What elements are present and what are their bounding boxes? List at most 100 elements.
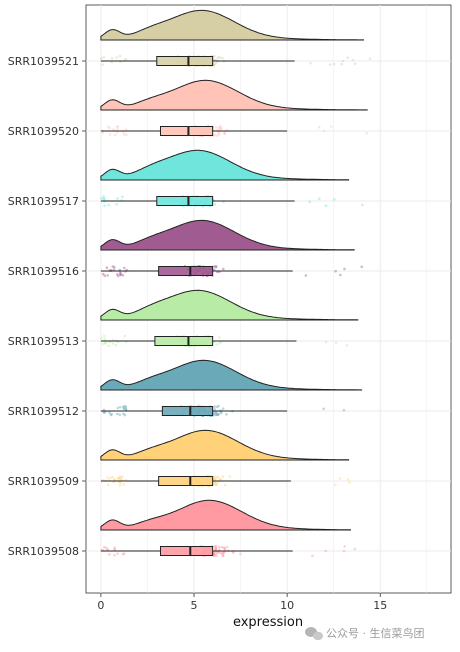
data-point [119, 477, 122, 480]
data-point [214, 483, 218, 487]
data-point [308, 200, 312, 203]
data-point [361, 203, 364, 207]
data-point [212, 412, 216, 416]
data-point [212, 411, 216, 414]
data-point [113, 553, 116, 557]
data-point [119, 273, 122, 277]
data-point [216, 551, 220, 554]
wechat-icon [305, 627, 323, 641]
data-point [119, 481, 122, 484]
data-point [108, 553, 111, 556]
data-point [220, 127, 223, 130]
data-point [219, 127, 222, 131]
data-point [111, 476, 114, 479]
data-point [341, 59, 345, 63]
data-point [112, 478, 116, 481]
data-point [101, 131, 104, 135]
data-point [123, 133, 126, 136]
data-point [122, 483, 125, 486]
data-point [116, 197, 119, 200]
data-point [121, 552, 125, 556]
data-point [106, 548, 110, 552]
data-point [223, 132, 226, 136]
data-point [304, 274, 308, 277]
data-point [368, 57, 372, 60]
data-point [115, 125, 119, 128]
data-point [219, 478, 222, 481]
data-point [217, 133, 220, 136]
data-point [225, 545, 229, 549]
data-point [218, 477, 222, 481]
data-point [222, 550, 226, 554]
density-area [100, 359, 363, 391]
data-point [365, 131, 368, 135]
data-point [317, 125, 321, 129]
box-iqr [154, 336, 214, 346]
density-area [100, 219, 355, 251]
data-point [239, 552, 242, 556]
data-point [222, 267, 225, 271]
data-point [124, 408, 128, 411]
data-point [221, 57, 224, 60]
data-point [215, 413, 218, 416]
data-point [122, 406, 126, 410]
data-point [213, 54, 216, 58]
data-point [121, 273, 125, 277]
data-point [214, 411, 218, 415]
data-point [218, 56, 222, 59]
data-point [213, 481, 217, 485]
data-point [338, 477, 342, 480]
data-point [115, 203, 118, 206]
data-point [353, 547, 357, 551]
data-point [333, 198, 336, 201]
box-iqr [158, 476, 214, 486]
data-point [309, 61, 312, 65]
data-point [216, 131, 220, 134]
data-point [216, 413, 219, 416]
data-point [102, 342, 105, 346]
data-point [343, 545, 347, 548]
series-SRR1039517 [100, 149, 364, 208]
data-point [125, 133, 128, 136]
series-SRR1039520 [100, 79, 368, 138]
data-point [318, 197, 321, 201]
data-point [102, 411, 106, 415]
data-point [105, 266, 109, 270]
data-point [213, 408, 216, 411]
data-point [124, 57, 128, 61]
density-area [100, 79, 368, 111]
data-point [342, 549, 346, 553]
data-point [213, 265, 216, 268]
data-point [221, 475, 225, 478]
box-iqr [159, 126, 214, 136]
data-point [100, 336, 103, 340]
data-point [122, 412, 125, 416]
data-point [214, 411, 218, 414]
data-point [353, 62, 357, 65]
data-point [107, 344, 110, 348]
data-point [122, 130, 125, 134]
data-point [103, 545, 106, 549]
series-layer [100, 9, 372, 558]
x-tick-label: 5 [191, 599, 198, 612]
data-point [123, 334, 127, 338]
data-point [113, 265, 116, 269]
data-point [122, 407, 126, 411]
y-tick-label: SRR1039520 [8, 125, 79, 138]
data-point [216, 56, 220, 59]
y-tick-label: SRR1039521 [8, 55, 79, 68]
y-tick-label: SRR1039508 [8, 545, 79, 558]
box-iqr [159, 546, 214, 556]
data-point [213, 481, 217, 485]
data-point [101, 63, 104, 66]
series-SRR1039521 [100, 9, 372, 68]
data-point [214, 544, 218, 548]
data-point [221, 554, 225, 558]
box-iqr [156, 196, 214, 206]
data-point [103, 197, 106, 201]
data-point [212, 554, 216, 557]
data-point [346, 56, 350, 60]
data-point [119, 272, 123, 275]
data-point [223, 547, 227, 551]
data-point [108, 411, 111, 415]
